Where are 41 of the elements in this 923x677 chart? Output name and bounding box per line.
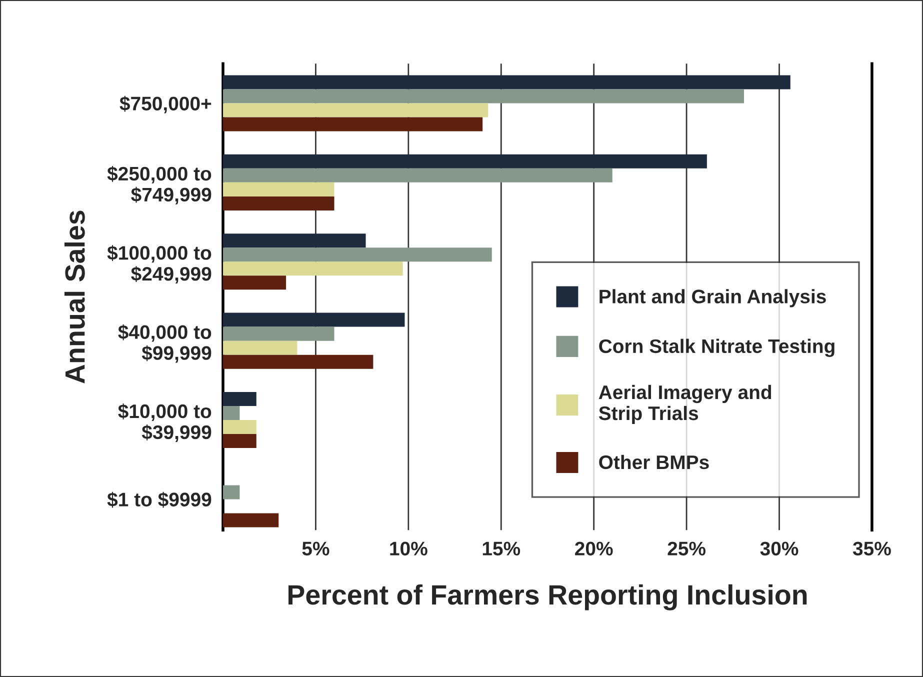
- bar: [222, 89, 744, 104]
- bar: [222, 485, 240, 500]
- bar: [222, 392, 256, 406]
- legend-label: Plant and Grain Analysis: [600, 289, 826, 308]
- legend-label: Aerial Imagery and Strip Trials: [598, 384, 772, 424]
- bar: [222, 154, 707, 168]
- y-tick-label: $750,000+: [120, 96, 212, 114]
- bar: [222, 434, 256, 448]
- x-tick-label: 5%: [302, 542, 330, 556]
- bar: [222, 196, 334, 210]
- x-tick-label: 15%: [482, 542, 520, 556]
- bar: [222, 117, 483, 132]
- bar: [222, 182, 334, 196]
- y-tick-label: $250,000 to $749,999: [107, 166, 212, 204]
- x-tick-label: 30%: [760, 542, 798, 556]
- bar: [222, 262, 403, 276]
- bar: [222, 340, 298, 355]
- y-tick-label: $1 to $9999: [107, 492, 212, 508]
- bar: [222, 513, 279, 528]
- bar: [222, 103, 488, 118]
- y-axis-title: Annual Sales: [64, 210, 85, 384]
- legend-label: Other BMPs: [599, 454, 709, 470]
- bar: [222, 420, 256, 434]
- bar: [222, 354, 374, 369]
- bar: [222, 75, 790, 90]
- bar: [222, 248, 492, 262]
- legend-label: Corn Stalk Nitrate Testing: [599, 338, 834, 358]
- x-tick-label: 25%: [668, 542, 706, 556]
- x-tick-label: 10%: [390, 542, 428, 556]
- x-tick-label: 20%: [575, 542, 613, 556]
- y-tick-label: $100,000 to $249,999: [107, 245, 212, 284]
- y-tick-label: $10,000 to $39,999: [118, 404, 212, 442]
- bar: [222, 326, 334, 341]
- bar: [222, 312, 405, 327]
- bar: [222, 234, 366, 248]
- x-tick-label: 35%: [852, 542, 891, 556]
- x-axis-title: Percent of Farmers Reporting Inclusion: [288, 584, 807, 610]
- bar: [222, 168, 612, 182]
- y-tick-label: $40,000 to $99,999: [118, 324, 212, 363]
- bar: [222, 276, 286, 290]
- bar: [222, 406, 240, 420]
